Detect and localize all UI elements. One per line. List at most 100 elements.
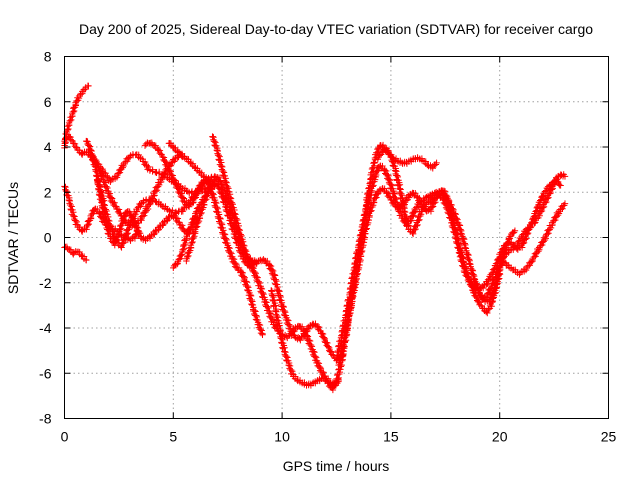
data-point bbox=[177, 252, 184, 259]
data-point bbox=[226, 194, 234, 202]
data-point bbox=[196, 210, 204, 218]
chart-title: Day 200 of 2025, Sidereal Day-to-day VTE… bbox=[79, 21, 593, 37]
data-point bbox=[62, 187, 70, 195]
data-point bbox=[309, 321, 316, 329]
data-point bbox=[102, 213, 109, 221]
data-point bbox=[341, 322, 348, 329]
data-point bbox=[184, 230, 191, 238]
data-point bbox=[214, 205, 221, 212]
data-point bbox=[335, 374, 342, 382]
data-series-track-12 bbox=[209, 133, 342, 389]
data-point bbox=[85, 82, 92, 90]
data-point bbox=[279, 345, 287, 352]
data-point bbox=[67, 136, 74, 143]
x-tick-label: 0 bbox=[61, 429, 69, 445]
data-point bbox=[347, 288, 355, 295]
x-tick-label: 15 bbox=[383, 429, 399, 445]
data-point bbox=[201, 197, 208, 204]
x-axis-label: GPS time / hours bbox=[283, 458, 390, 474]
data-point bbox=[235, 226, 242, 233]
data-point bbox=[510, 229, 518, 236]
data-point bbox=[188, 239, 195, 247]
data-point bbox=[209, 133, 216, 140]
data-point bbox=[486, 294, 494, 302]
data-point bbox=[469, 271, 477, 278]
data-point bbox=[345, 302, 352, 309]
data-point bbox=[259, 331, 266, 338]
data-point bbox=[238, 232, 245, 240]
data-point bbox=[66, 201, 74, 209]
y-tick-label: 8 bbox=[44, 49, 52, 65]
data-point bbox=[324, 343, 332, 350]
data-point bbox=[66, 117, 74, 125]
data-point bbox=[385, 149, 392, 157]
data-point bbox=[432, 161, 440, 168]
data-point bbox=[181, 236, 189, 243]
data-series-track-8 bbox=[141, 139, 266, 338]
data-point bbox=[557, 182, 564, 189]
data-point bbox=[281, 348, 288, 355]
data-point bbox=[64, 123, 71, 130]
data-series-track-7 bbox=[93, 176, 201, 249]
y-tick-label: 6 bbox=[44, 94, 52, 110]
data-point bbox=[285, 362, 292, 369]
data-point bbox=[417, 198, 425, 205]
data-point bbox=[175, 256, 183, 263]
data-point bbox=[65, 197, 73, 204]
data-point bbox=[248, 300, 255, 308]
data-point bbox=[276, 322, 283, 329]
data-point bbox=[70, 212, 77, 220]
data-point bbox=[188, 219, 195, 227]
data-point bbox=[96, 163, 103, 170]
data-point bbox=[471, 280, 479, 287]
data-point bbox=[217, 190, 225, 197]
y-tick-label: -6 bbox=[39, 365, 52, 381]
data-point bbox=[460, 240, 468, 247]
grid-lines bbox=[64, 56, 609, 419]
data-point bbox=[222, 178, 229, 186]
data-point bbox=[365, 200, 373, 207]
data-point bbox=[395, 182, 402, 189]
data-point bbox=[184, 253, 191, 261]
data-point bbox=[190, 229, 198, 237]
data-point bbox=[68, 116, 75, 124]
data-point bbox=[504, 240, 512, 247]
data-point bbox=[461, 244, 469, 251]
data-point bbox=[192, 224, 200, 231]
data-point bbox=[358, 247, 366, 255]
data-point bbox=[160, 218, 168, 225]
data-point bbox=[451, 225, 459, 233]
data-point bbox=[149, 197, 156, 205]
data-point bbox=[157, 151, 165, 158]
data-series-track-18 bbox=[496, 200, 569, 278]
x-tick-label: 5 bbox=[169, 429, 177, 445]
data-point bbox=[104, 226, 111, 233]
y-tick-label: 0 bbox=[44, 230, 52, 246]
data-point bbox=[173, 260, 181, 268]
axis-ticks: 0 5 10 15 20 25 -8 -6 -4 -2 0 2 4 6 8 bbox=[39, 49, 616, 445]
data-point bbox=[521, 236, 529, 243]
data-point bbox=[96, 182, 103, 190]
data-point bbox=[320, 334, 327, 341]
data-point bbox=[386, 151, 393, 158]
data-point bbox=[112, 237, 119, 245]
data-point bbox=[486, 286, 493, 293]
data-point bbox=[100, 205, 107, 212]
x-tick-label: 10 bbox=[274, 429, 290, 445]
data-point bbox=[363, 225, 370, 232]
data-point bbox=[356, 240, 364, 248]
data-point bbox=[97, 191, 105, 198]
data-point bbox=[239, 242, 247, 249]
data-point bbox=[354, 254, 361, 262]
data-point bbox=[561, 200, 569, 207]
data-point bbox=[336, 342, 344, 350]
y-tick-label: 2 bbox=[44, 184, 52, 200]
data-point bbox=[485, 306, 492, 313]
data-point bbox=[71, 217, 79, 224]
data-point bbox=[94, 169, 101, 176]
data-point bbox=[85, 142, 92, 149]
data-point bbox=[476, 292, 483, 299]
data-point bbox=[398, 192, 406, 199]
data-point bbox=[488, 280, 496, 288]
